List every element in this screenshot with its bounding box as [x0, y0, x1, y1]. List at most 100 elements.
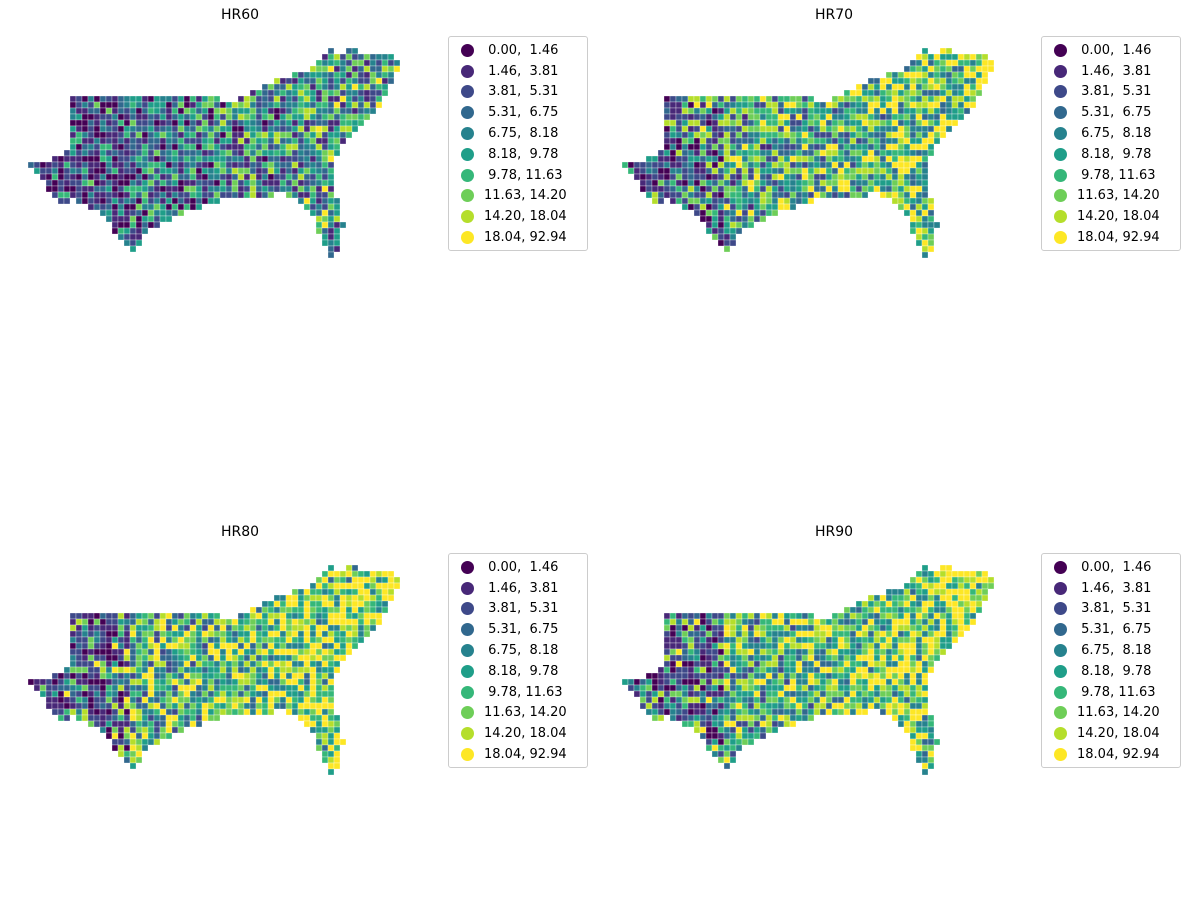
county-cell — [165, 131, 173, 139]
county-cell — [201, 678, 209, 686]
county-cell — [291, 71, 299, 79]
county-cell — [777, 101, 785, 109]
county-cell — [675, 167, 683, 175]
county-cell — [231, 167, 239, 175]
county-cell — [927, 239, 935, 247]
county-cell — [69, 612, 77, 620]
county-cell — [795, 618, 803, 626]
county-cell — [189, 648, 197, 656]
county-cell — [933, 600, 941, 608]
county-cell — [165, 672, 173, 680]
county-cell — [819, 624, 827, 632]
county-cell — [189, 173, 197, 181]
county-cell — [921, 95, 929, 103]
county-cell — [309, 582, 317, 590]
county-cell — [723, 624, 731, 632]
county-cell — [717, 756, 725, 764]
county-cell — [867, 155, 875, 163]
county-cell — [327, 666, 335, 674]
county-cell — [201, 143, 209, 151]
county-cell — [255, 672, 263, 680]
county-cell — [93, 95, 101, 103]
county-cell — [177, 131, 185, 139]
county-cell — [69, 624, 77, 632]
county-cell — [831, 191, 839, 199]
county-cell — [735, 155, 743, 163]
county-cell — [309, 209, 317, 217]
county-cell — [327, 161, 335, 169]
county-cell — [867, 612, 875, 620]
county-cell — [321, 606, 329, 614]
county-cell — [777, 143, 785, 151]
county-cell — [159, 702, 167, 710]
county-cell — [711, 227, 719, 235]
legend-swatch — [461, 748, 474, 762]
county-cell — [927, 101, 935, 109]
county-cell — [135, 696, 143, 704]
county-cell — [741, 654, 749, 662]
county-cell — [771, 708, 779, 716]
county-cell — [723, 720, 731, 728]
county-cell — [351, 636, 359, 644]
county-cell — [111, 708, 119, 716]
county-cell — [897, 612, 905, 620]
county-cell — [63, 167, 71, 175]
county-cell — [819, 666, 827, 674]
county-cell — [267, 684, 275, 692]
legend-item: 8.18, 9.78 — [455, 661, 581, 682]
county-cell — [327, 756, 335, 764]
county-cell — [795, 696, 803, 704]
county-cell — [33, 161, 41, 169]
county-cell — [699, 167, 707, 175]
county-cell — [147, 624, 155, 632]
county-cell — [243, 119, 251, 127]
county-cell — [891, 167, 899, 175]
county-cell — [849, 642, 857, 650]
county-cell — [213, 648, 221, 656]
county-cell — [303, 684, 311, 692]
county-cell — [99, 179, 107, 187]
county-cell — [249, 185, 257, 193]
county-cell — [33, 167, 41, 175]
county-cell — [75, 143, 83, 151]
county-cell — [669, 137, 677, 145]
county-cell — [303, 714, 311, 722]
county-cell — [357, 59, 365, 67]
county-cell — [321, 678, 329, 686]
county-cell — [153, 672, 161, 680]
county-cell — [381, 59, 389, 67]
county-cell — [885, 648, 893, 656]
county-cell — [663, 143, 671, 151]
county-cell — [333, 233, 341, 241]
county-cell — [957, 612, 965, 620]
legend-label: 1.46, 3.81 — [1077, 63, 1152, 79]
county-cell — [795, 155, 803, 163]
county-cell — [225, 119, 233, 127]
county-cell — [261, 155, 269, 163]
county-cell — [681, 161, 689, 169]
county-cell — [873, 161, 881, 169]
county-cell — [183, 654, 191, 662]
county-cell — [123, 678, 131, 686]
county-cell — [327, 137, 335, 145]
county-cell — [879, 191, 887, 199]
county-cell — [261, 95, 269, 103]
county-cell — [177, 708, 185, 716]
county-cell — [723, 161, 731, 169]
county-cell — [747, 191, 755, 199]
county-cell — [759, 708, 767, 716]
county-cell — [921, 714, 929, 722]
county-cell — [147, 660, 155, 668]
county-cell — [699, 101, 707, 109]
county-cell — [75, 672, 83, 680]
county-cell — [285, 600, 293, 608]
county-cell — [753, 696, 761, 704]
county-cell — [747, 636, 755, 644]
county-cell — [831, 648, 839, 656]
county-cell — [147, 131, 155, 139]
county-cell — [135, 203, 143, 211]
county-cell — [921, 53, 929, 61]
county-cell — [903, 191, 911, 199]
county-cell — [333, 600, 341, 608]
county-cell — [675, 197, 683, 205]
